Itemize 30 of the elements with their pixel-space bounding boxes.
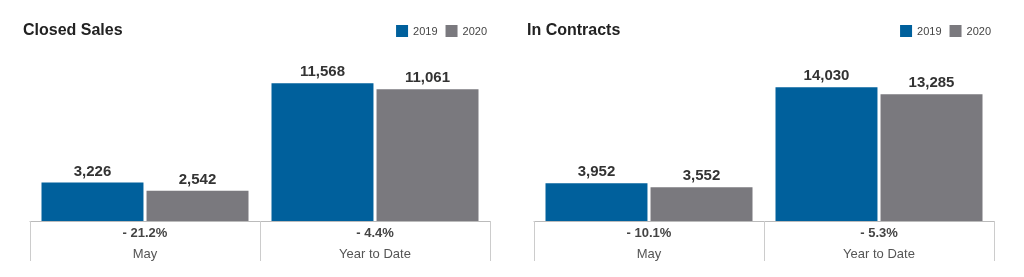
bar: [146, 190, 249, 221]
text: - 10.1%: [626, 225, 672, 240]
chart-title: Closed Sales: [23, 20, 123, 38]
chart-title: In Contracts: [527, 20, 621, 38]
bar: [41, 182, 144, 221]
data-label: 13,285: [908, 73, 955, 91]
data-label: 2,542: [178, 169, 217, 187]
x-tick-label: May: [132, 246, 158, 261]
data-label: 3,552: [682, 166, 721, 184]
legend-label: 2020: [966, 25, 992, 37]
text: - 5.3%: [860, 225, 899, 240]
data-label: 3,952: [577, 162, 616, 180]
data-label: 3,226: [73, 161, 112, 179]
legend-label: 2019: [917, 25, 942, 37]
data-label: 11,061: [404, 68, 451, 86]
legend-label: 2020: [462, 25, 488, 37]
bar: [271, 83, 374, 221]
x-tick-label: Year to Date: [843, 246, 915, 261]
legend-label: 2019: [413, 25, 438, 37]
bar: [880, 94, 983, 221]
data-label: 14,030: [803, 66, 850, 84]
x-tick-label: May: [636, 246, 662, 261]
bar: [775, 87, 878, 221]
bar: [545, 183, 648, 221]
text: - 21.2%: [122, 225, 168, 240]
text: - 4.4%: [356, 225, 395, 240]
bar: [376, 89, 479, 221]
x-tick-label: Year to Date: [339, 246, 411, 261]
data-label: 11,568: [299, 62, 346, 80]
bar: [650, 187, 753, 221]
